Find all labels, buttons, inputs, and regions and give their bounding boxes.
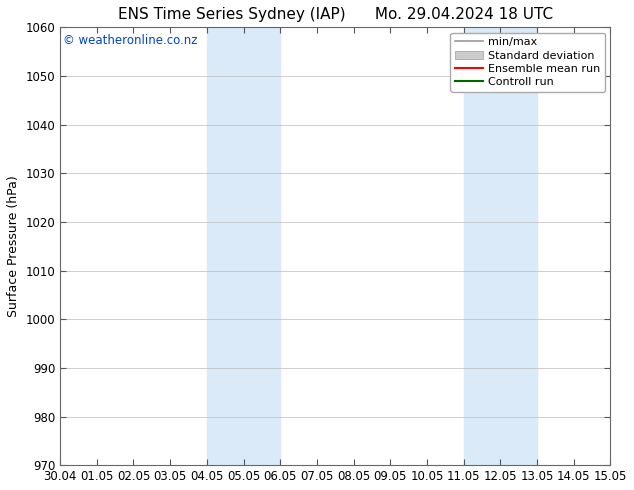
Y-axis label: Surface Pressure (hPa): Surface Pressure (hPa) bbox=[7, 175, 20, 317]
Bar bbox=[207, 27, 280, 465]
Legend: min/max, Standard deviation, Ensemble mean run, Controll run: min/max, Standard deviation, Ensemble me… bbox=[450, 33, 605, 92]
Title: ENS Time Series Sydney (IAP)      Mo. 29.04.2024 18 UTC: ENS Time Series Sydney (IAP) Mo. 29.04.2… bbox=[118, 7, 553, 22]
Bar bbox=[463, 27, 537, 465]
Text: © weatheronline.co.nz: © weatheronline.co.nz bbox=[63, 34, 197, 47]
